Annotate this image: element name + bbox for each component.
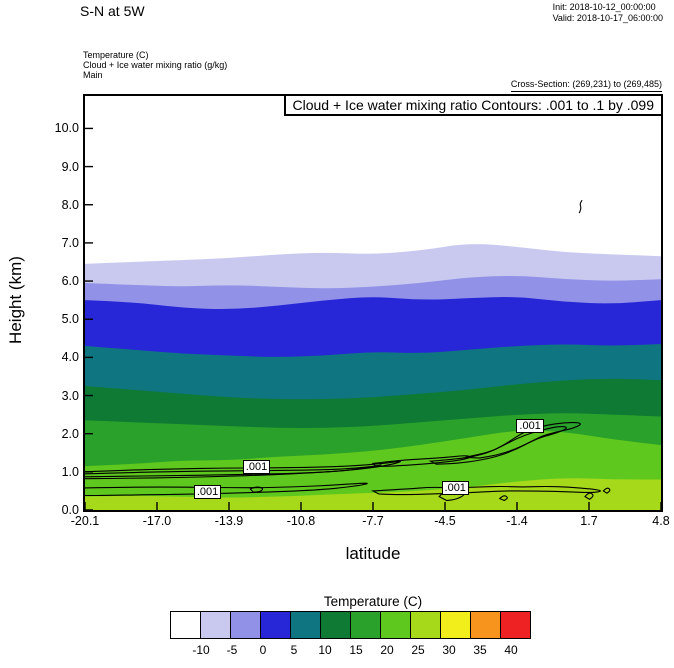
x-tick-label: -10.8 xyxy=(286,514,316,528)
colorbar-tick-label: 30 xyxy=(442,643,456,657)
y-tick-label: 9.0 xyxy=(61,159,79,174)
colorbar-tick-label: -5 xyxy=(226,643,238,657)
colorbar-tick-label: 15 xyxy=(349,643,363,657)
colorbar-swatch xyxy=(380,611,411,639)
filled-contour-plot xyxy=(85,96,661,510)
colorbar-swatch xyxy=(320,611,351,639)
y-tick-label: 2.0 xyxy=(61,426,79,441)
y-tick-label: 0.0 xyxy=(61,503,79,517)
colorbar-swatch xyxy=(500,611,531,639)
colorbar-swatch xyxy=(440,611,471,639)
x-tick-label: -4.5 xyxy=(434,514,456,528)
x-axis-label: latitude xyxy=(345,544,401,563)
contour-info-title: Cloud + Ice water mixing ratio Contours:… xyxy=(283,94,663,116)
page-title: S-N at 5W xyxy=(80,3,145,19)
colorbar-tick-label: 25 xyxy=(411,643,425,657)
y-tick-label: 4.0 xyxy=(61,350,79,365)
y-tick-label: 5.0 xyxy=(61,312,79,327)
field-main-label: Main xyxy=(83,70,103,80)
colorbar-swatch xyxy=(170,611,201,639)
y-tick-label: 1.0 xyxy=(61,464,79,479)
colorbar-tick-label: 40 xyxy=(504,643,518,657)
colorbar xyxy=(170,611,531,639)
x-tick-label: -7.7 xyxy=(362,514,384,528)
colorbar-tick-label: 5 xyxy=(290,643,298,657)
plot-area: Cloud + Ice water mixing ratio Contours:… xyxy=(83,94,663,512)
x-tick-label: -13.9 xyxy=(214,514,244,528)
cloud-contour-loop xyxy=(498,495,508,502)
cloud-contour-line xyxy=(85,460,402,480)
init-valid-block: Init: 2018-10-12_00:00:00 Valid: 2018-10… xyxy=(553,2,663,24)
valid-timestamp: Valid: 2018-10-17_06:00:00 xyxy=(552,13,663,23)
colorbar-tick-label: 20 xyxy=(380,643,394,657)
y-tick-label: 8.0 xyxy=(61,197,79,212)
field-temperature-label: Temperature (C) xyxy=(83,50,149,60)
colorbar-swatch xyxy=(410,611,441,639)
contour-value-label: .001 xyxy=(441,481,469,495)
contour-value-label: .001 xyxy=(242,460,271,475)
x-tick-label: 1.7 xyxy=(580,514,598,528)
cloud-contour-loop xyxy=(249,486,264,493)
field-cloud-ice-label: Cloud + Ice water mixing ratio (g/kg) xyxy=(83,60,228,70)
colorbar-tick-label: 0 xyxy=(259,643,267,657)
cloud-contour-loop xyxy=(602,487,611,494)
y-axis-label: Height (km) xyxy=(6,256,25,344)
cloud-contour-loop xyxy=(584,492,594,500)
y-tick-label: 6.0 xyxy=(61,274,79,289)
colorbar-title: Temperature (C) xyxy=(323,594,423,609)
colorbar-swatch xyxy=(290,611,321,639)
cloud-contour-line xyxy=(578,199,583,214)
x-tick-label: 4.8 xyxy=(652,514,670,528)
y-tick-label: 10.0 xyxy=(54,121,79,136)
init-timestamp: Init: 2018-10-12_00:00:00 xyxy=(552,2,656,12)
colorbar-tick-label: 10 xyxy=(318,643,332,657)
colorbar-swatch xyxy=(230,611,261,639)
colorbar-tick-label: -10 xyxy=(192,643,210,657)
y-tick-label: 3.0 xyxy=(61,388,79,403)
x-tick-label: -17.0 xyxy=(142,514,172,528)
contour-value-label: .001 xyxy=(193,484,222,499)
contour-value-label: .001 xyxy=(516,418,544,433)
cloud-contour-loop xyxy=(465,426,567,459)
y-tick-label: 7.0 xyxy=(61,235,79,250)
colorbar-swatch xyxy=(260,611,291,639)
x-tick-label: -1.4 xyxy=(506,514,528,528)
colorbar-swatch xyxy=(350,611,381,639)
colorbar-swatch xyxy=(200,611,231,639)
x-tick-label: -20.1 xyxy=(70,514,100,528)
field-list: Temperature (C) Cloud + Ice water mixing… xyxy=(83,50,227,80)
cloud-contour-line xyxy=(85,464,382,478)
colorbar-tick-label: 35 xyxy=(473,643,487,657)
cross-section-coords-label: Cross-Section: (269,231) to (269,485) xyxy=(510,79,662,92)
colorbar-swatch xyxy=(470,611,501,639)
